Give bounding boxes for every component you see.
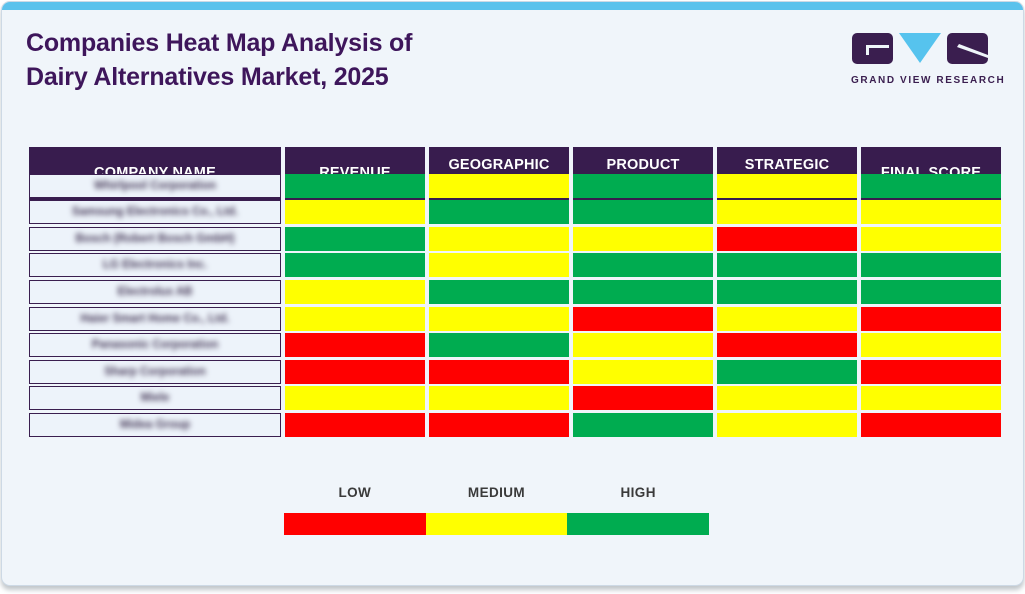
company-cell: Bosch (Robert Bosch GmbH) (29, 226, 281, 251)
logo-brand-text: GRAND VIEW RESEARCH (851, 75, 1006, 86)
heat-table: COMPANY NAMEREVENUEGEOGRAPHIC PRESENCEPR… (29, 147, 1001, 437)
page-title-line2: Dairy Alternatives Market, 2025 (26, 63, 389, 91)
company-name: Whirlpool Corporation (93, 179, 216, 192)
heat-cell-low (573, 386, 713, 411)
legend-labels: LOW MEDIUM HIGH (284, 485, 709, 500)
heat-cell-high (861, 173, 1001, 198)
heat-cell-low (573, 306, 713, 331)
heat-cell-high (861, 279, 1001, 304)
heat-cell-high (573, 412, 713, 437)
logo-v-triangle (899, 33, 941, 63)
company-name: Panasonic Corporation (91, 339, 219, 352)
heat-cell-high (573, 253, 713, 278)
heat-cell-medium (285, 306, 425, 331)
heat-cell-low (861, 359, 1001, 384)
heat-cell-low (861, 306, 1001, 331)
heat-cell-medium (717, 173, 857, 198)
heat-cell-high (285, 226, 425, 251)
heat-cell-high (429, 279, 569, 304)
heat-cell-high (573, 173, 713, 198)
logo-g-mark (866, 45, 889, 55)
heat-cell-medium (717, 386, 857, 411)
heat-cell-medium (429, 306, 569, 331)
legend-label-medium: MEDIUM (467, 485, 526, 500)
heat-cell-high (285, 253, 425, 278)
legend-label-high: HIGH (620, 485, 656, 500)
heat-cell-medium (717, 412, 857, 437)
heat-cell-high (573, 200, 713, 225)
heat-cell-low (861, 412, 1001, 437)
company-cell: LG Electronics Inc. (29, 253, 281, 278)
heat-cell-medium (429, 386, 569, 411)
page-title: Companies Heat Map Analysis of Dairy Alt… (26, 26, 412, 94)
page-title-line1: Companies Heat Map Analysis of (26, 29, 413, 57)
gvr-logo: GRAND VIEW RESEARCH (851, 32, 1006, 86)
heat-cell-high (717, 253, 857, 278)
legend: LOW MEDIUM HIGH (284, 485, 710, 535)
gvr-logo-icon (852, 33, 988, 64)
company-cell: Midea Group (29, 412, 281, 437)
heat-cell-low (717, 226, 857, 251)
top-accent-strip (2, 2, 1023, 10)
heat-cell-low (429, 359, 569, 384)
heat-cell-medium (861, 200, 1001, 225)
heat-cell-low (285, 333, 425, 358)
heat-cell-medium (285, 386, 425, 411)
heat-cell-medium (861, 333, 1001, 358)
company-cell: Haier Smart Home Co., Ltd. (29, 306, 281, 331)
company-name: Haier Smart Home Co., Ltd. (80, 312, 230, 325)
heat-cell-medium (285, 279, 425, 304)
heat-cell-medium (285, 200, 425, 225)
heat-cell-high (285, 173, 425, 198)
heat-cell-high (717, 359, 857, 384)
heat-cell-low (429, 412, 569, 437)
heat-cell-high (429, 333, 569, 358)
heat-cell-medium (429, 173, 569, 198)
logo-g-block (852, 33, 893, 64)
company-name: Sharp Corporation (104, 365, 206, 378)
heat-cell-medium (573, 226, 713, 251)
company-cell: Panasonic Corporation (29, 333, 281, 358)
heat-cell-medium (717, 200, 857, 225)
company-cell: Electrolux AB (29, 279, 281, 304)
heat-cell-low (285, 359, 425, 384)
company-cell: Miele (29, 386, 281, 411)
legend-swatch-high (567, 513, 710, 535)
heat-cell-high (573, 279, 713, 304)
legend-label-low: LOW (338, 485, 372, 500)
company-name: Samsung Electronics Co., Ltd. (71, 206, 239, 219)
legend-swatch-medium (425, 513, 568, 535)
heat-cell-medium (861, 226, 1001, 251)
logo-r-mark (957, 44, 988, 58)
legend-bar (284, 513, 710, 535)
heat-cell-medium (861, 386, 1001, 411)
company-name: Electrolux AB (117, 285, 193, 298)
heat-cell-medium (717, 306, 857, 331)
heat-cell-medium (429, 226, 569, 251)
company-name: Bosch (Robert Bosch GmbH) (75, 232, 235, 245)
company-cell: Whirlpool Corporation (29, 173, 281, 198)
heat-cell-high (429, 200, 569, 225)
company-cell: Sharp Corporation (29, 359, 281, 384)
legend-swatch-low (284, 513, 426, 535)
heat-cell-low (717, 333, 857, 358)
heat-cell-medium (573, 359, 713, 384)
heat-cell-high (717, 279, 857, 304)
company-cell: Samsung Electronics Co., Ltd. (29, 200, 281, 225)
heat-cell-high (861, 253, 1001, 278)
heat-cell-medium (429, 253, 569, 278)
heat-cell-medium (573, 333, 713, 358)
heat-cell-low (285, 412, 425, 437)
company-name: LG Electronics Inc. (102, 259, 208, 272)
company-name: Midea Group (119, 418, 191, 431)
company-name: Miele (140, 392, 170, 405)
